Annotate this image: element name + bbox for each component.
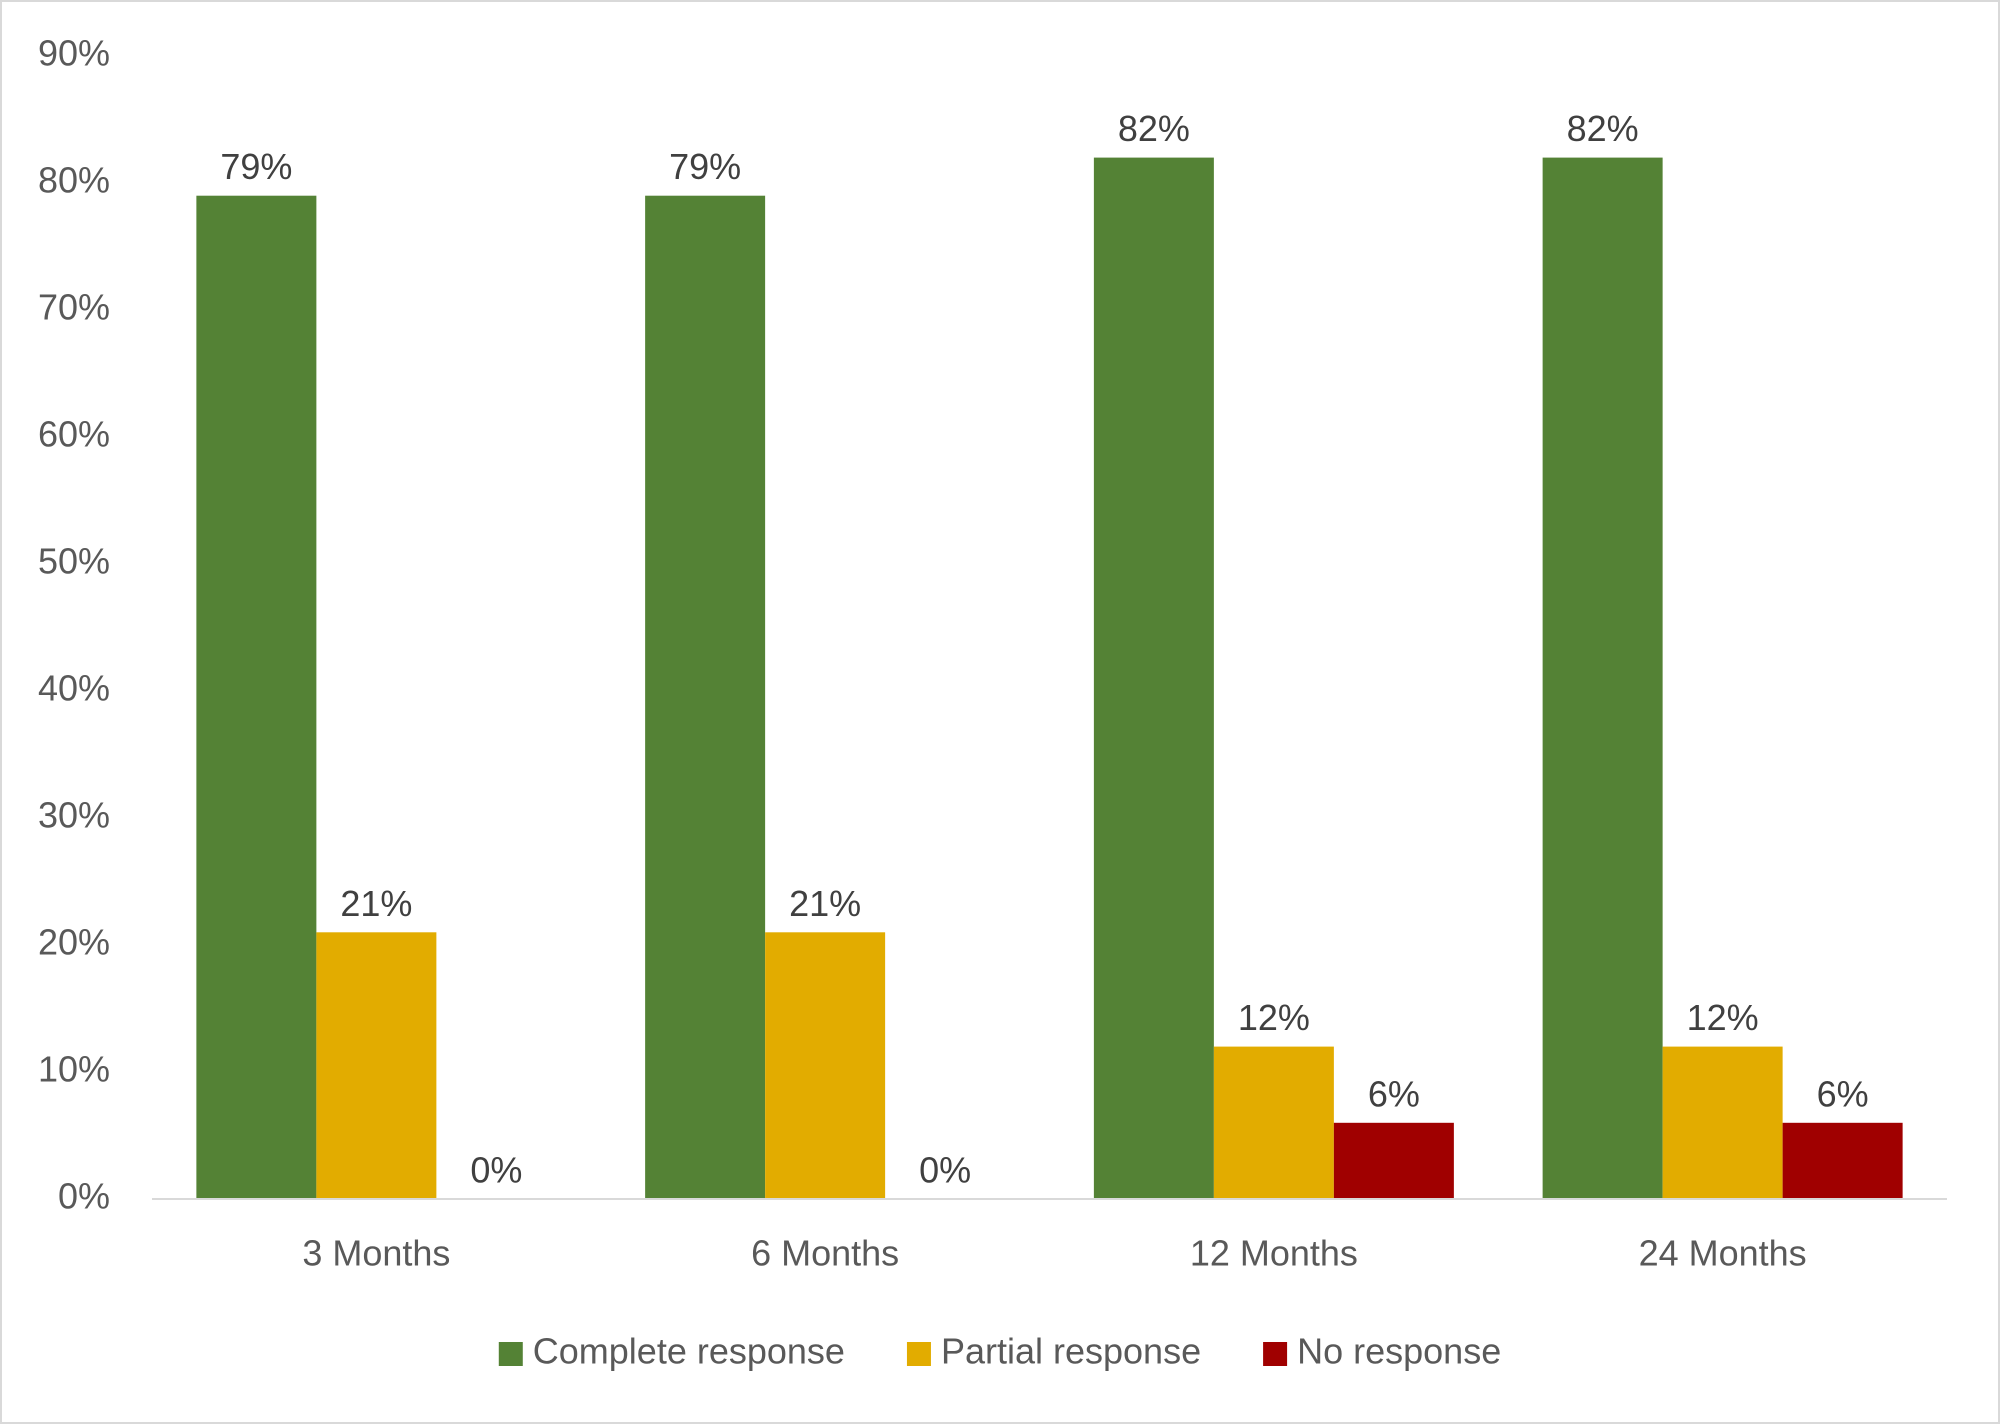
bar [196,195,317,1199]
legend-swatch [906,1342,931,1366]
data-label: 21% [340,883,412,924]
data-label: 79% [669,146,741,187]
bar [1093,157,1214,1200]
bars [196,157,1903,1200]
bar [1333,1122,1454,1199]
y-tick-label: 90% [38,33,110,74]
y-tick-label: 50% [38,541,110,582]
data-label: 6% [1817,1073,1869,1114]
bar [765,932,886,1199]
data-label: 6% [1368,1073,1420,1114]
legend-item: Partial response [906,1331,1201,1372]
bar [1542,157,1663,1200]
y-tick-label: 80% [38,160,110,201]
x-tick-label: 3 Months [302,1233,450,1274]
y-tick-label: 0% [58,1176,110,1217]
y-axis-tick-labels: 0% 10% 20% 30% 40% 50% 60% 70% 80% 90% [38,33,110,1217]
y-tick-label: 40% [38,668,110,709]
data-label: 12% [1238,997,1310,1038]
legend-label: Complete response [533,1331,845,1372]
x-tick-label: 24 Months [1639,1233,1807,1274]
y-tick-label: 20% [38,922,110,963]
bar [1782,1122,1903,1199]
bar [1213,1046,1334,1199]
data-label: 12% [1687,997,1759,1038]
legend-label: Partial response [941,1331,1201,1372]
legend-item: No response [1263,1331,1501,1372]
legend-swatch [1263,1342,1288,1366]
bar [1662,1046,1783,1199]
y-tick-label: 10% [38,1049,110,1090]
data-labels: 79% 21% 0% 79% 21% 0% 82% 12% 6% 82% 12% 6% [220,108,1868,1190]
data-label: 0% [470,1150,522,1191]
bar [316,932,437,1199]
data-label: 0% [919,1150,971,1191]
data-label: 79% [220,146,292,187]
data-label: 82% [1567,108,1639,149]
legend-swatch [498,1342,523,1366]
legend-label: No response [1297,1331,1501,1372]
y-tick-label: 60% [38,414,110,455]
legend-item: Complete response [498,1331,845,1372]
x-tick-label: 6 Months [751,1233,899,1274]
x-tick-label: 12 Months [1190,1233,1358,1274]
data-label: 21% [789,883,861,924]
x-axis-tick-labels: 3 Months 6 Months 12 Months 24 Months [302,1233,1806,1274]
bar [645,195,766,1199]
y-tick-label: 70% [38,287,110,328]
data-label: 82% [1118,108,1190,149]
legend: Complete response Partial response No resp… [498,1331,1501,1372]
y-tick-label: 30% [38,795,110,836]
